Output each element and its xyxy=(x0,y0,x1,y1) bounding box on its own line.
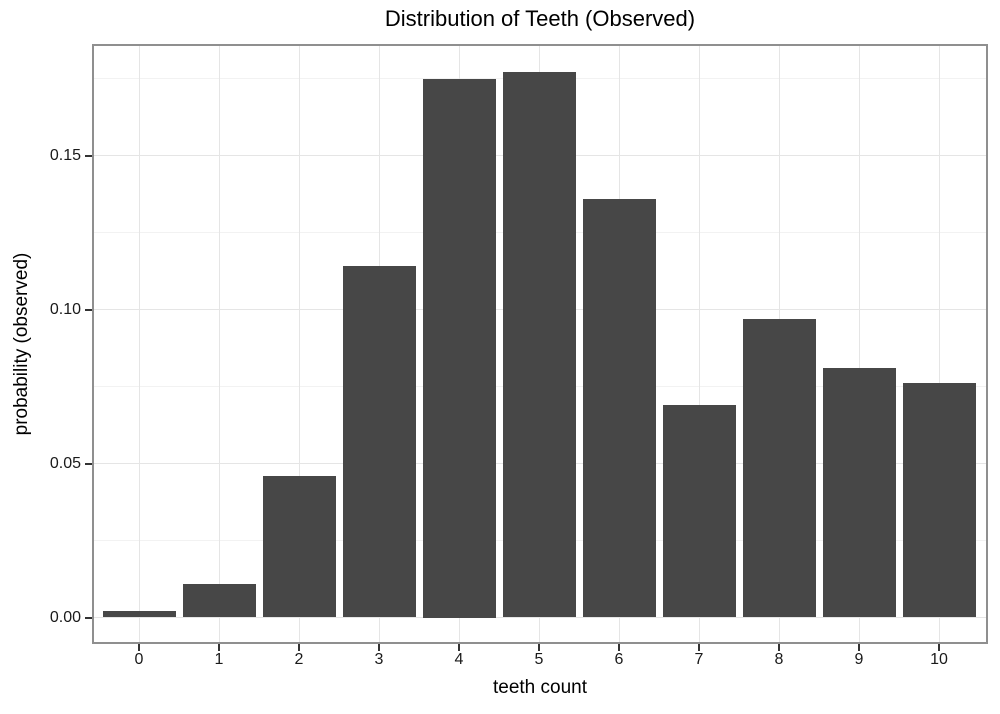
x-tick-label: 6 xyxy=(614,651,624,668)
vertical-gridline xyxy=(218,44,220,644)
x-tick-label: 4 xyxy=(454,651,464,668)
bar xyxy=(582,198,656,618)
y-axis-title: probability (observed) xyxy=(11,252,32,436)
y-axis-tick xyxy=(85,462,92,465)
y-tick-label: 0.00 xyxy=(49,608,81,626)
x-axis-tick xyxy=(538,644,540,651)
bar xyxy=(262,475,336,618)
bar xyxy=(742,318,816,618)
x-axis-tick xyxy=(698,644,700,651)
x-tick-label: 3 xyxy=(374,651,384,668)
x-axis-tick xyxy=(618,644,620,651)
bar xyxy=(822,368,896,618)
x-tick-label: 8 xyxy=(774,651,784,668)
major-gridline xyxy=(92,617,988,618)
x-tick-label: 7 xyxy=(694,651,704,668)
vertical-gridline xyxy=(938,44,940,644)
vertical-gridline xyxy=(138,44,140,644)
y-axis-tick xyxy=(85,154,92,157)
x-tick-label: 0 xyxy=(134,651,144,668)
y-axis-tick xyxy=(85,616,92,619)
x-axis-title: teeth count xyxy=(492,677,588,698)
x-axis-tick xyxy=(138,644,140,651)
x-tick-label: 1 xyxy=(214,651,224,668)
x-axis-tick xyxy=(938,644,940,651)
bar xyxy=(422,78,496,618)
x-axis-tick xyxy=(778,644,780,651)
x-tick-label: 9 xyxy=(854,651,864,668)
x-tick-label: 10 xyxy=(930,651,948,668)
vertical-gridline xyxy=(298,44,300,644)
y-tick-label: 0.10 xyxy=(49,300,81,318)
y-tick-label: 0.05 xyxy=(49,454,81,472)
vertical-gridline xyxy=(698,44,700,644)
x-axis-tick xyxy=(378,644,380,651)
vertical-gridline xyxy=(858,44,860,644)
chart-title: Distribution of Teeth (Observed) xyxy=(384,6,696,31)
plot-panel xyxy=(92,44,988,644)
bar xyxy=(502,72,576,618)
bar xyxy=(662,404,736,618)
y-axis-tick xyxy=(85,308,92,311)
bar xyxy=(902,383,976,618)
x-axis-tick xyxy=(458,644,460,651)
bar xyxy=(182,583,256,618)
x-axis-tick xyxy=(858,644,860,651)
y-tick-label: 0.15 xyxy=(49,146,81,164)
bar xyxy=(342,266,416,618)
x-tick-label: 2 xyxy=(294,651,304,668)
x-axis-tick xyxy=(218,644,220,651)
x-axis-tick xyxy=(298,644,300,651)
x-tick-label: 5 xyxy=(534,651,544,668)
bar xyxy=(102,611,176,618)
